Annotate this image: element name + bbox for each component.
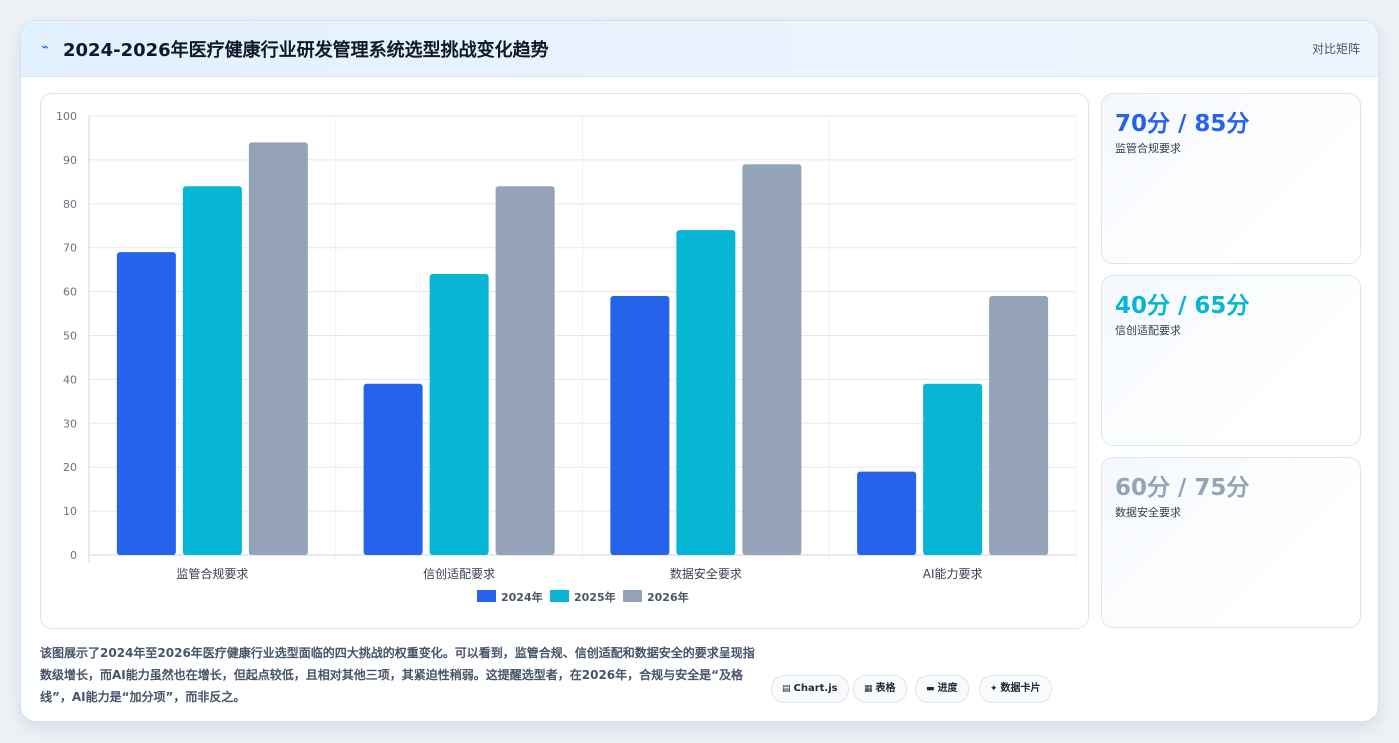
chip-progress[interactable]: ▬ 进度 xyxy=(915,675,969,703)
chart-panel: 0 10 20 30 40 50 60 70 80 90 100 监管合规要求 信创适配要求 数据安全要求… xyxy=(40,93,1089,629)
side-card-label: 数据安全要求 xyxy=(1115,506,1181,519)
bar xyxy=(610,295,670,555)
legend-label: 2026年 xyxy=(647,590,689,604)
bar xyxy=(116,252,176,555)
legend-swatch xyxy=(623,590,642,602)
y-tick-label: 100 xyxy=(56,110,77,123)
side-card-value: 70分 / 85分 xyxy=(1115,111,1250,137)
side-card-compliance: 70分 / 85分 监管合规要求 xyxy=(1101,93,1361,264)
x-tick-label: 信创适配要求 xyxy=(423,567,495,581)
chip-chartjs[interactable]: ▤ Chart.js xyxy=(771,675,849,703)
page-title: 2024-2026年医疗健康行业研发管理系统选型挑战变化趋势 xyxy=(63,40,549,61)
main-card: ⌁ 2024-2026年医疗健康行业研发管理系统选型挑战变化趋势 对比矩阵 0 1… xyxy=(20,20,1379,722)
legend-swatch xyxy=(477,590,496,602)
bar xyxy=(989,295,1049,555)
x-tick-label: 数据安全要求 xyxy=(670,566,742,581)
chip-label: 进度 xyxy=(937,683,958,694)
bar xyxy=(923,383,983,555)
sparkle-icon: ✦ xyxy=(990,684,998,694)
side-card-value: 60分 / 75分 xyxy=(1115,475,1250,501)
side-card-security: 60分 / 75分 数据安全要求 xyxy=(1101,457,1361,628)
bar xyxy=(363,383,423,555)
bar xyxy=(857,471,917,555)
y-tick-label: 0 xyxy=(70,549,77,562)
x-tick-label: 监管合规要求 xyxy=(176,566,248,581)
progress-icon: ▬ xyxy=(926,684,935,694)
legend-swatch xyxy=(550,590,569,602)
bar xyxy=(676,230,736,555)
bar-chart: 0 10 20 30 40 50 60 70 80 90 100 监管合规要求 信创适配要求 数据安全要求… xyxy=(56,110,1077,604)
chip-label: Chart.js xyxy=(793,683,838,694)
chart-description: 该图展示了2024年至2026年医疗健康行业选型面临的四大挑战的权重变化。可以看… xyxy=(40,646,755,704)
y-tick-label: 50 xyxy=(63,330,77,343)
x-tick-label: AI能力要求 xyxy=(923,567,983,581)
chip-data-card[interactable]: ✦ 数据卡片 xyxy=(979,675,1052,703)
bar xyxy=(248,142,308,555)
side-card-xinchuang: 40分 / 65分 信创适配要求 xyxy=(1101,275,1361,446)
chip-label: 数据卡片 xyxy=(1000,683,1041,694)
y-tick-label: 70 xyxy=(63,242,77,255)
legend-label: 2025年 xyxy=(574,590,616,604)
y-tick-label: 80 xyxy=(63,198,77,211)
bar xyxy=(495,186,555,555)
chip-table[interactable]: ▦ 表格 xyxy=(853,675,907,703)
side-card-label: 信创适配要求 xyxy=(1115,324,1181,337)
y-tick-label: 20 xyxy=(63,461,77,474)
y-tick-label: 90 xyxy=(63,154,77,167)
y-tick-label: 10 xyxy=(63,505,77,518)
bar xyxy=(182,186,242,555)
card-header: ⌁ 2024-2026年医疗健康行业研发管理系统选型挑战变化趋势 对比矩阵 xyxy=(21,21,1378,77)
y-tick-label: 30 xyxy=(63,417,77,430)
table-icon: ▦ xyxy=(864,684,873,694)
legend-label: 2024年 xyxy=(501,590,543,604)
side-card-label: 监管合规要求 xyxy=(1115,142,1181,155)
chart-icon: ▤ xyxy=(782,684,791,694)
bar xyxy=(742,164,802,555)
chip-label: 表格 xyxy=(875,683,896,694)
pulse-icon: ⌁ xyxy=(41,40,49,55)
y-tick-label: 40 xyxy=(63,373,77,386)
side-card-value: 40分 / 65分 xyxy=(1115,293,1250,319)
y-tick-label: 60 xyxy=(63,286,77,299)
compare-matrix-link[interactable]: 对比矩阵 xyxy=(1311,42,1360,56)
bar xyxy=(429,274,489,555)
